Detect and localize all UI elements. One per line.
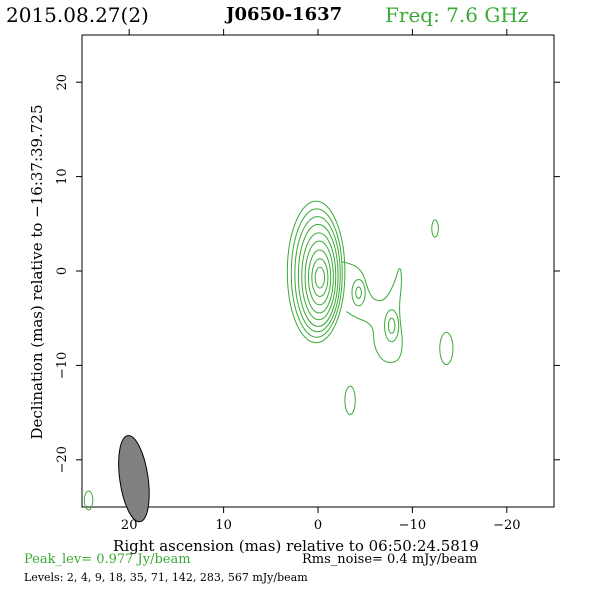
core-contour	[286, 200, 346, 344]
x-tick-label: −20	[493, 518, 520, 533]
core-contour	[297, 223, 339, 327]
contour-layer	[83, 200, 454, 511]
x-tick-label: 10	[215, 518, 232, 533]
core-contour	[304, 240, 334, 314]
knot-2-contour	[387, 317, 396, 334]
y-tick-label: 0	[55, 267, 70, 275]
peak-level: Peak_lev= 0.977 Jy/beam	[24, 552, 191, 567]
core-contour	[294, 216, 341, 333]
rms-noise: Rms_noise= 0.4 mJy/beam	[302, 552, 478, 567]
beam-layer	[118, 435, 150, 523]
y-tick-label: −20	[55, 446, 70, 473]
knot-2-contour	[384, 309, 400, 343]
x-tick-label: 20	[121, 518, 138, 533]
beam-ellipse	[118, 435, 150, 523]
blob-right-contour	[439, 331, 454, 365]
blob-edge-contour	[83, 490, 94, 511]
axis-ticks: 20 10 0 −10 −20 20 10 0 −10 −20	[55, 29, 560, 533]
jet-outer-contour	[341, 261, 403, 363]
knot-1-contour	[351, 278, 366, 307]
frequency-label: Freq: 7.6 GHz	[385, 3, 529, 27]
y-tick-label: 20	[55, 74, 70, 91]
source-name: J0650-1637	[226, 4, 343, 25]
core-contour	[290, 208, 343, 338]
x-tick-label: 0	[314, 518, 322, 533]
observation-date: 2015.08.27(2)	[6, 3, 149, 27]
x-tick-label: −10	[399, 518, 426, 533]
y-axis-label: Declination (mas) relative to −16:37:39.…	[28, 104, 46, 439]
core-contour	[311, 258, 329, 297]
contour-levels: Levels: 2, 4, 9, 18, 35, 71, 142, 283, 5…	[24, 571, 308, 584]
blob-lower-contour	[344, 385, 356, 415]
knot-1-contour	[355, 286, 362, 299]
core-contour	[301, 232, 337, 321]
y-tick-label: −10	[55, 352, 70, 379]
core-contour	[314, 266, 326, 289]
core-contour	[307, 249, 332, 306]
plot-frame	[81, 34, 555, 508]
blob-upper-right-contour	[431, 219, 439, 238]
x-axis-label: Right ascension (mas) relative to 06:50:…	[113, 537, 479, 555]
y-tick-label: 10	[55, 168, 70, 185]
